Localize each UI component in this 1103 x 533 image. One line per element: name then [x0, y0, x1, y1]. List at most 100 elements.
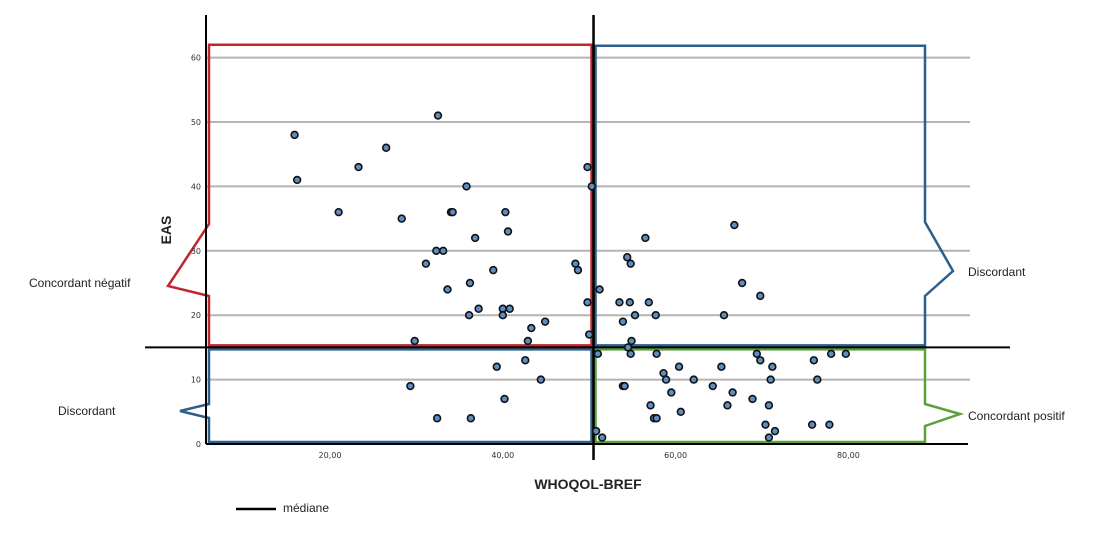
data-point [462, 182, 471, 191]
data-point [464, 311, 474, 320]
data-point [618, 317, 628, 326]
x-tick-label: 80,00 [837, 451, 860, 460]
data-point [466, 414, 476, 423]
data-point [630, 311, 640, 320]
quadrant-label-bottom-left: Discordant [58, 404, 116, 418]
median-lines [145, 15, 1010, 460]
data-point [381, 143, 391, 152]
data-point [498, 311, 507, 320]
data-point [583, 162, 592, 172]
data-point [591, 426, 601, 436]
data-point [573, 265, 583, 275]
data-point [641, 233, 650, 243]
data-point [397, 214, 406, 223]
data-point [470, 233, 480, 243]
quadrant-label-bottom-right: Concordant positif [968, 409, 1065, 423]
data-point [410, 336, 419, 346]
data-point [292, 175, 302, 185]
data-point [766, 375, 775, 384]
data-point [644, 298, 654, 307]
data-point [625, 298, 635, 307]
data-point [674, 362, 684, 371]
data-point [290, 130, 299, 140]
quadrant-box-bottom-right [594, 348, 965, 444]
data-point [807, 420, 817, 429]
data-point [717, 362, 726, 371]
data-point [651, 311, 660, 320]
x-tick-label: 60,00 [664, 451, 687, 460]
x-tick-label: 40,00 [491, 451, 514, 460]
axes: 0 10 20 30 40 50 60 20,00 40,00 60,00 80,00 [191, 15, 968, 460]
data-point [501, 207, 510, 217]
data-point [737, 278, 747, 288]
data-point [474, 304, 483, 313]
data-point [527, 323, 536, 333]
data-point [536, 375, 546, 384]
data-point [676, 407, 685, 416]
data-point [615, 298, 624, 307]
data-point [584, 330, 594, 339]
data-point [761, 420, 770, 429]
data-point [841, 349, 851, 359]
data-points [290, 111, 851, 442]
data-point [500, 394, 509, 404]
data-point [334, 207, 343, 217]
data-point [667, 388, 676, 397]
data-point [768, 362, 777, 371]
legend-median-label: médiane [283, 501, 329, 515]
data-point [433, 111, 443, 120]
data-point [597, 433, 607, 442]
y-tick-label: 0 [196, 440, 201, 449]
data-point [652, 349, 661, 359]
data-point [730, 220, 739, 230]
data-point [752, 349, 762, 359]
data-point [443, 285, 452, 294]
data-point [587, 182, 596, 191]
y-tick-label: 10 [191, 376, 201, 385]
data-point [595, 285, 604, 294]
data-point [421, 259, 431, 268]
data-point [719, 311, 729, 320]
data-point [505, 304, 514, 313]
data-point [620, 381, 629, 391]
data-point [489, 265, 498, 275]
data-point [770, 426, 780, 436]
y-tick-label: 50 [191, 118, 201, 127]
quadrant-boxes [165, 43, 965, 444]
data-point [764, 401, 774, 410]
quadrant-box-bottom-left [179, 348, 593, 444]
data-point [492, 362, 501, 371]
data-point [626, 259, 635, 268]
x-axis-title: WHOQOL-BREF [534, 476, 642, 492]
data-point [354, 162, 363, 172]
data-point [432, 414, 442, 423]
data-point [728, 388, 737, 397]
data-point [438, 246, 448, 256]
data-point [723, 401, 732, 410]
data-point [809, 356, 819, 365]
data-point [689, 375, 698, 384]
x-tick-label: 20,00 [319, 451, 342, 460]
data-point [583, 298, 592, 307]
gridlines [206, 56, 970, 381]
data-point [748, 394, 757, 404]
y-tick-label: 40 [191, 182, 201, 191]
y-tick-label: 60 [191, 54, 201, 63]
data-point [826, 349, 836, 359]
data-point [406, 381, 415, 391]
data-point [448, 207, 457, 217]
data-point [593, 349, 603, 359]
data-point [623, 253, 632, 262]
data-point [540, 317, 550, 326]
quadrant-box-top-right [594, 44, 955, 347]
data-point [521, 356, 530, 365]
data-point [813, 375, 822, 384]
y-axis-title: EAS [158, 216, 174, 245]
data-point [523, 336, 533, 346]
data-point [626, 349, 635, 359]
data-point [627, 336, 636, 346]
data-point [503, 227, 513, 236]
data-point [646, 401, 655, 410]
data-point [756, 291, 765, 301]
